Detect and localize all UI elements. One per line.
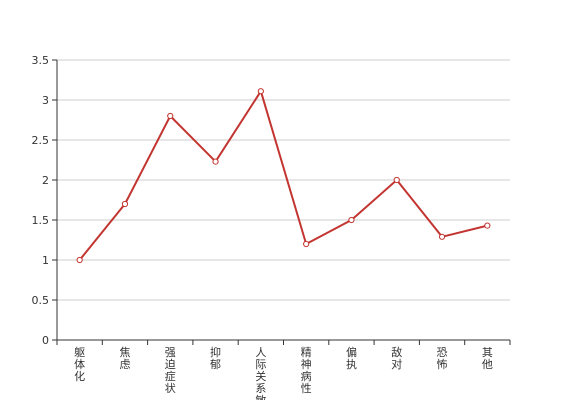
x-tick-label: 焦虑 bbox=[119, 346, 130, 371]
y-tick-label: 2.5 bbox=[32, 134, 50, 147]
x-tick-label: 其他 bbox=[482, 346, 493, 371]
data-point[interactable] bbox=[121, 200, 129, 208]
y-tick-labels: 0 0.5 1 1.5 2 2.5 3 3.5 bbox=[32, 54, 57, 347]
y-tick-label: 2 bbox=[42, 174, 49, 187]
y-tick-label: 3.5 bbox=[32, 54, 50, 67]
data-point[interactable] bbox=[257, 88, 264, 95]
data-point[interactable] bbox=[212, 158, 219, 165]
y-tick-label: 1.5 bbox=[32, 214, 50, 227]
data-point[interactable] bbox=[484, 222, 491, 229]
x-tick-label: 抑郁 bbox=[210, 345, 221, 371]
x-tick-label: 强迫症状 bbox=[165, 346, 176, 395]
x-tick-label: 敌对 bbox=[391, 345, 402, 371]
data-point[interactable] bbox=[76, 256, 83, 264]
x-tick-label: 躯体化 bbox=[74, 346, 85, 383]
y-tick-label: 3 bbox=[42, 94, 49, 107]
y-tick-label: 0.5 bbox=[32, 294, 50, 307]
data-point[interactable] bbox=[438, 233, 446, 240]
data-point[interactable] bbox=[393, 176, 400, 184]
data-point[interactable] bbox=[167, 112, 174, 120]
x-tick-label: 偏执 bbox=[346, 345, 357, 371]
gridlines bbox=[57, 59, 510, 301]
x-tick-label: 精神病性 bbox=[301, 346, 312, 395]
x-tick-labels: 躯体化 焦虑 强迫症状 抑郁 人际关系敏感 精神病性 偏执 敌对 恐怖 其他 bbox=[56, 340, 511, 404]
y-tick-label: 1 bbox=[42, 254, 49, 267]
x-tick-label: 恐怖 bbox=[437, 346, 448, 371]
series bbox=[76, 88, 491, 264]
axes bbox=[56, 60, 510, 341]
y-tick-label: 0 bbox=[42, 334, 49, 347]
data-point[interactable] bbox=[303, 240, 310, 248]
series-line bbox=[78, 90, 488, 261]
data-point[interactable] bbox=[348, 216, 355, 224]
x-tick-label: 人际关系敏感 bbox=[255, 346, 266, 400]
